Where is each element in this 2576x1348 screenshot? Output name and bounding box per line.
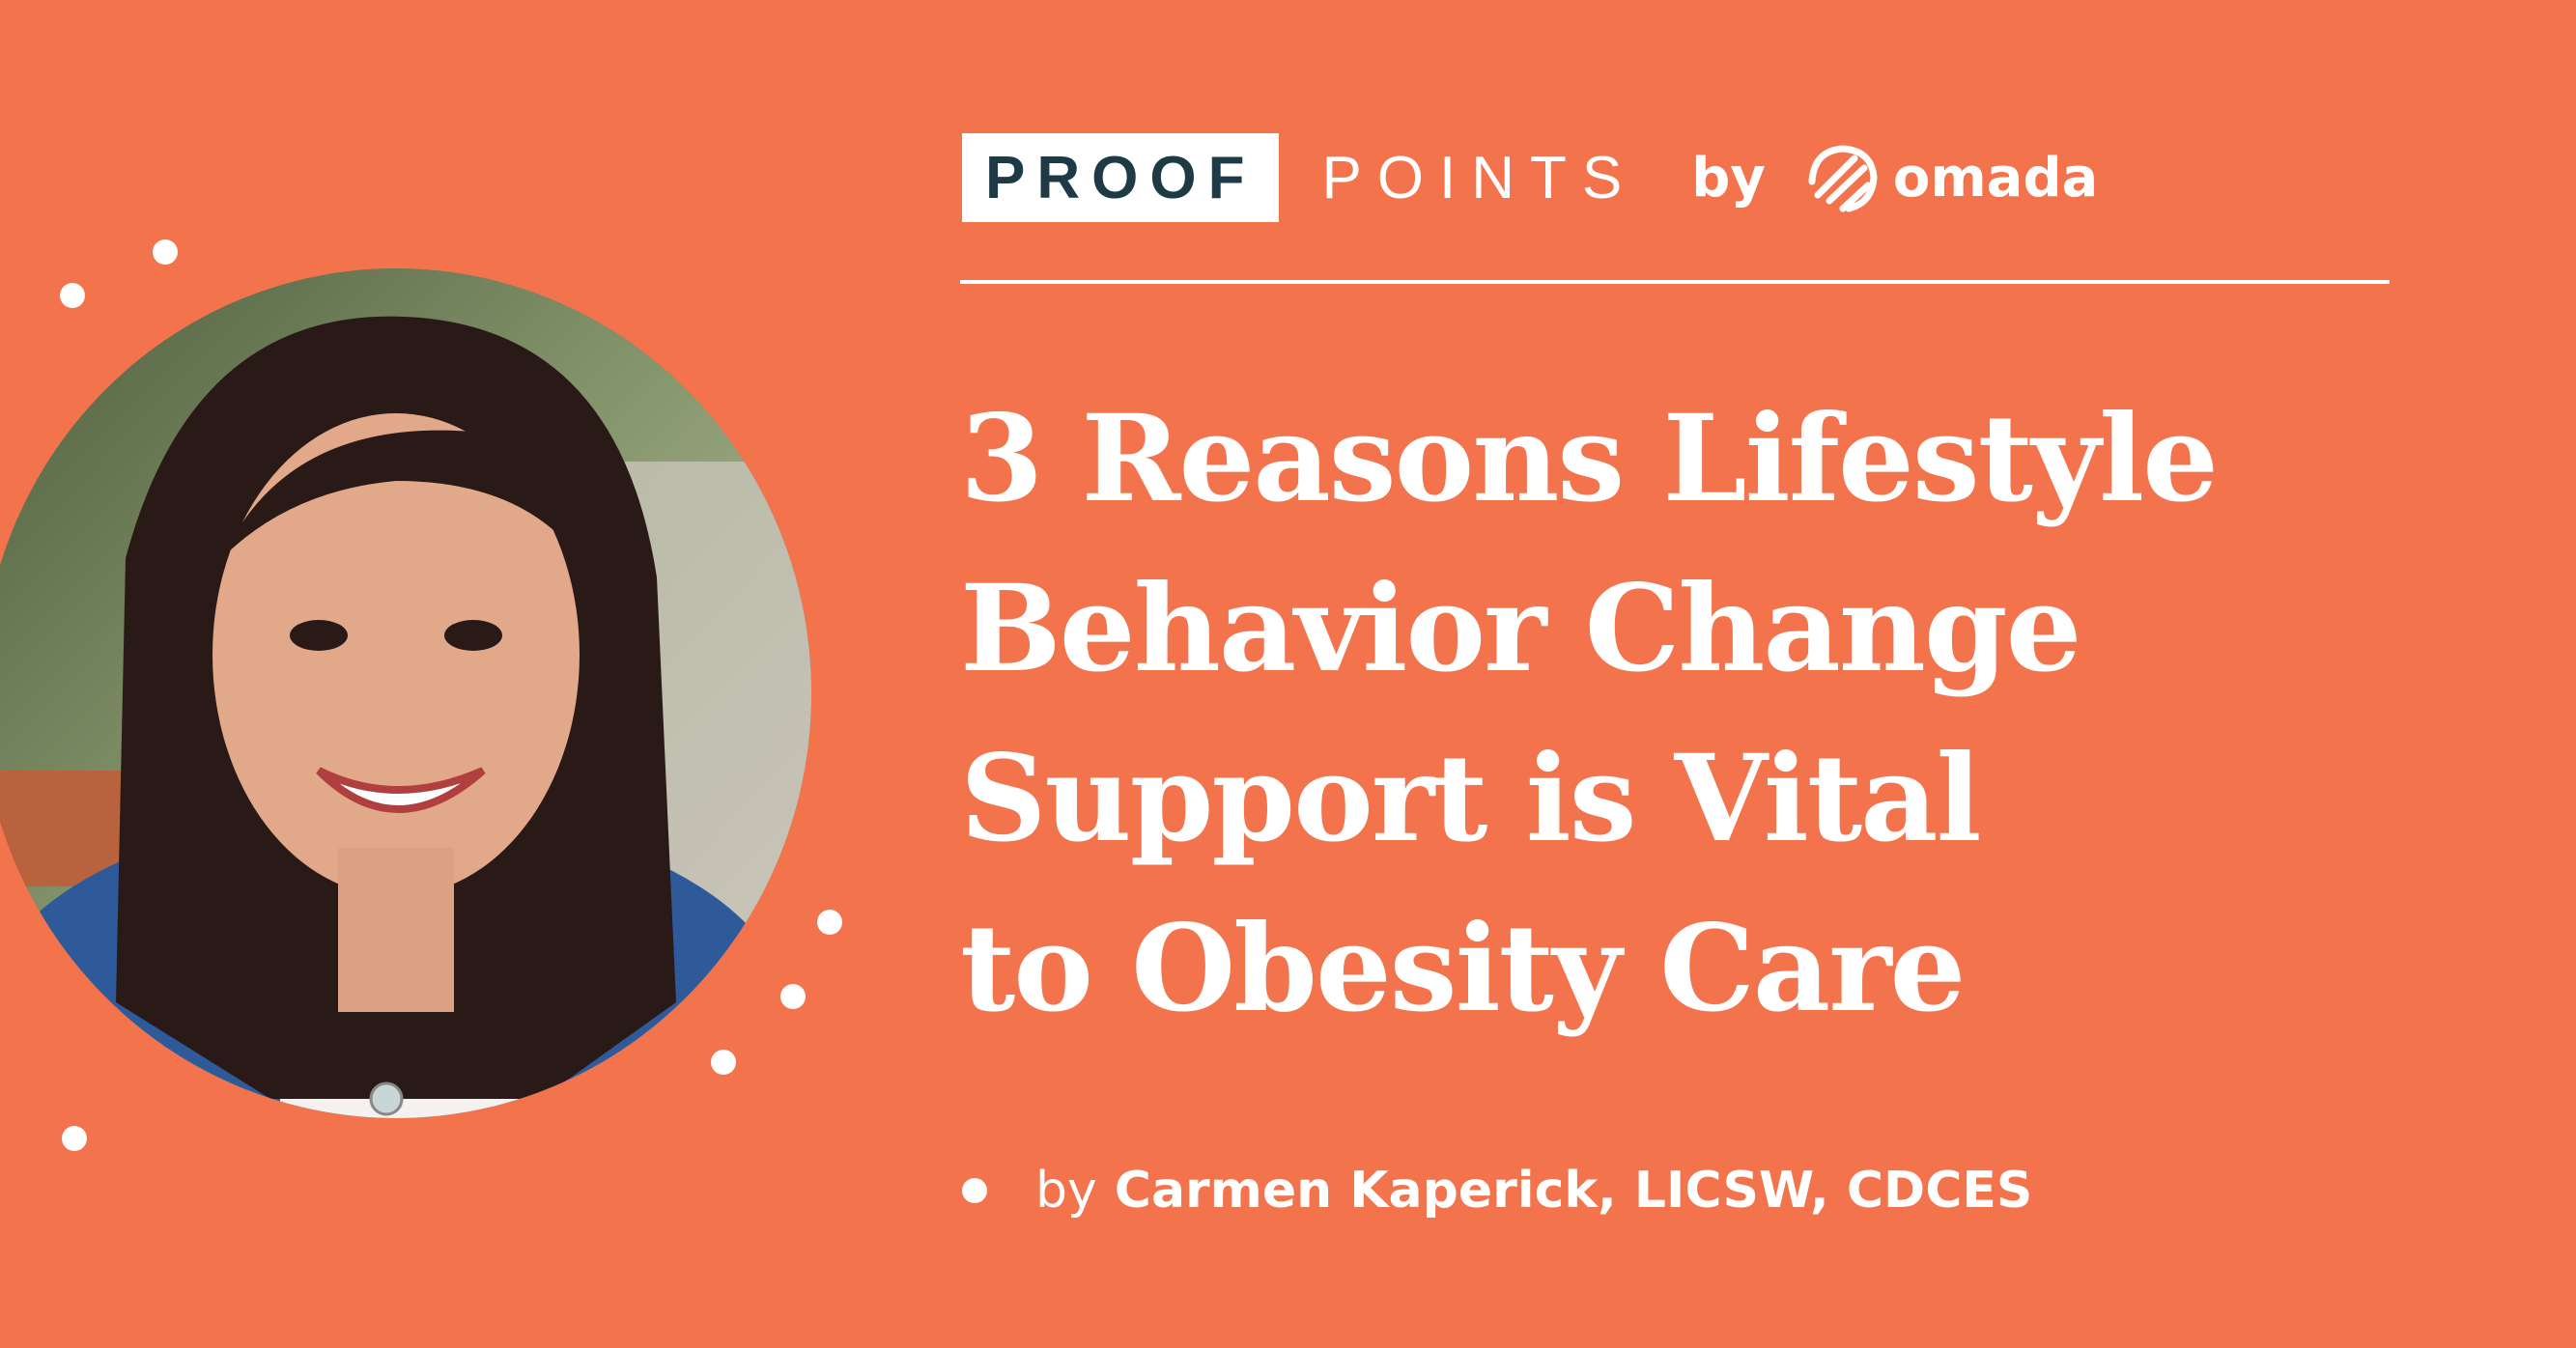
omada-logo-icon	[1808, 145, 1878, 212]
article-headline: 3 Reasons Lifestyle Behavior Change Supp…	[960, 375, 2467, 1054]
headline-line: Behavior Change	[960, 559, 2082, 699]
decorative-dot	[711, 1050, 736, 1075]
brand-by-label: by	[1691, 146, 1766, 210]
brand-header: PROOF POINTS by omada	[962, 133, 2098, 222]
headline-line: 3 Reasons Lifestyle	[960, 389, 2219, 529]
author-name: Carmen Kaperick, LICSW, CDCES	[1114, 1162, 2033, 1220]
proof-label: PROOF	[962, 133, 1280, 222]
decorative-dot	[153, 239, 178, 265]
decorative-dot	[817, 910, 842, 935]
decorative-dot	[60, 283, 85, 308]
decorative-dot	[780, 984, 806, 1009]
omada-wordmark: omada	[1892, 146, 2099, 210]
divider-line	[960, 280, 2390, 284]
bullet-dot	[962, 1178, 987, 1203]
decorative-dot	[62, 1126, 87, 1151]
byline-by-label: by	[1035, 1162, 1097, 1220]
points-label: POINTS	[1321, 144, 1638, 211]
headline-line: to Obesity Care	[960, 899, 1966, 1039]
headline-line: Support is Vital	[960, 729, 1982, 869]
author-portrait	[0, 268, 811, 1118]
author-byline: by Carmen Kaperick, LICSW, CDCES	[962, 1157, 2032, 1224]
